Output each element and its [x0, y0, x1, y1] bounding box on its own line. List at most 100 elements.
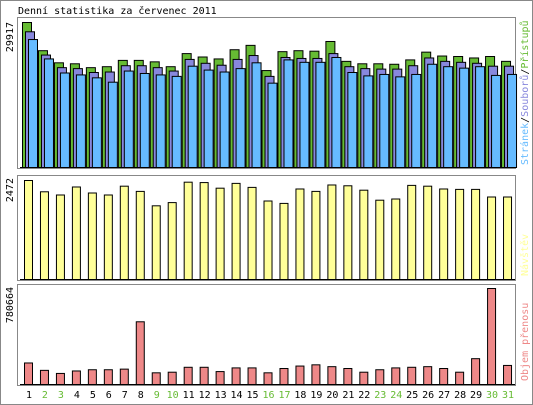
- y-max-label: 780664: [5, 287, 16, 323]
- bar-Stránek-day-10: [171, 75, 182, 168]
- bar-Objem přenosu-day-16: [263, 372, 273, 385]
- x-tick-label: 8: [138, 390, 144, 401]
- panel-frame: [17, 284, 516, 386]
- bar-Objem přenosu-day-13: [215, 371, 225, 386]
- bar-Návštěv-day-17: [279, 202, 289, 280]
- bar-Návštěv-day-3: [55, 194, 65, 280]
- bar-Objem přenosu-day-20: [327, 366, 337, 386]
- bar-Návštěv-day-18: [295, 188, 305, 281]
- bar-Návštěv-day-24: [391, 198, 401, 280]
- bar-Stránek-day-17: [283, 59, 294, 168]
- bar-Objem přenosu-day-21: [343, 368, 353, 386]
- x-tick-label: 28: [454, 390, 466, 401]
- legend: Návštěv: [519, 234, 531, 276]
- legend-separator: /: [520, 117, 531, 123]
- bar-Stránek-day-3: [59, 72, 70, 168]
- x-tick-label: 24: [390, 390, 402, 401]
- bar-Stránek-day-15: [251, 62, 262, 169]
- legend-item: Návštěv: [519, 234, 531, 276]
- bar-Návštěv-day-25: [407, 184, 417, 280]
- bar-Objem přenosu-day-24: [391, 367, 401, 385]
- chart-title: Denní statistika za červenec 2011: [18, 5, 217, 17]
- x-tick-label: 23: [374, 390, 386, 401]
- panel-3: 780664 Objem přenosu: [5, 284, 531, 386]
- x-tick-label: 4: [74, 390, 80, 401]
- bar-Stránek-day-2: [43, 58, 54, 168]
- bar-Stránek-day-7: [123, 70, 134, 168]
- bar-Stránek-day-22: [363, 75, 374, 168]
- legend: Objem přenosu: [519, 303, 531, 381]
- bar-Objem přenosu-day-22: [359, 371, 369, 386]
- bar-Návštěv-day-19: [311, 190, 321, 280]
- bar-Návštěv-day-9: [151, 205, 161, 281]
- legend-text: Objem přenosu: [519, 303, 531, 381]
- bar-Návštěv-day-4: [71, 186, 81, 281]
- bar-Návštěv-day-31: [503, 196, 513, 280]
- y-max-label: 29917: [5, 22, 16, 52]
- x-tick-label: 30: [486, 390, 498, 401]
- bar-Objem přenosu-day-27: [439, 368, 449, 386]
- bar-Návštěv-day-15: [247, 186, 257, 280]
- bar-Návštěv-day-23: [375, 199, 385, 281]
- bar-Stránek-day-5: [91, 77, 102, 168]
- bar-Objem přenosu-day-19: [311, 364, 321, 385]
- bar-Objem přenosu-day-12: [199, 366, 209, 385]
- bar-Návštěv-day-14: [231, 182, 241, 281]
- bar-Stránek-day-8: [139, 72, 150, 168]
- x-tick-label: 21: [342, 390, 354, 401]
- bar-Objem přenosu-day-8: [135, 321, 145, 385]
- bar-Návštěv-day-7: [119, 185, 129, 280]
- x-tick-label: 19: [310, 390, 322, 401]
- legend-item: Objem přenosu: [519, 303, 531, 381]
- bar-Stránek-day-16: [267, 82, 278, 168]
- bar-Objem přenosu-day-25: [407, 366, 417, 385]
- x-tick-label: 9: [154, 390, 160, 401]
- bar-Stránek-day-9: [155, 74, 166, 168]
- bar-Návštěv-day-8: [135, 190, 145, 280]
- bar-Objem přenosu-day-1: [24, 362, 33, 385]
- bar-Objem přenosu-day-10: [167, 371, 177, 386]
- x-tick-label: 27: [438, 390, 450, 401]
- bar-Stránek-day-28: [459, 67, 470, 168]
- bar-Návštěv-day-27: [439, 188, 449, 281]
- x-tick-label: 2: [42, 390, 48, 401]
- bar-Návštěv-day-16: [263, 200, 273, 280]
- bar-Stránek-day-25: [411, 73, 422, 168]
- bar-Objem přenosu-day-15: [247, 367, 257, 385]
- bar-Objem přenosu-day-23: [375, 369, 385, 385]
- bar-Stránek-day-23: [379, 73, 390, 168]
- x-tick-label: 10: [167, 390, 179, 401]
- panel-frame: [17, 175, 516, 281]
- bar-Návštěv-day-22: [359, 189, 369, 280]
- legend-text: Návštěv: [519, 234, 531, 276]
- bar-Návštěv-day-10: [167, 202, 177, 280]
- panel-2: 2472 Návštěv: [5, 175, 531, 281]
- bar-Objem přenosu-day-14: [231, 367, 241, 385]
- x-tick-label: 13: [215, 390, 227, 401]
- bar-Objem přenosu-day-31: [503, 364, 513, 385]
- bar-Návštěv-day-6: [103, 194, 113, 280]
- legend-item: Souborů: [519, 75, 531, 117]
- bar-Stránek-day-11: [187, 65, 198, 168]
- x-tick-label: 29: [470, 390, 482, 401]
- x-tick-label: 1: [26, 390, 32, 401]
- bar-Stránek-day-19: [315, 61, 326, 168]
- bar-Objem přenosu-day-3: [55, 372, 65, 385]
- bar-Stránek-day-20: [331, 56, 342, 168]
- bar-Návštěv-day-21: [343, 185, 353, 280]
- bar-Stránek-day-18: [299, 61, 310, 168]
- bar-Návštěv-day-2: [39, 191, 49, 280]
- bar-Stránek-day-6: [107, 81, 118, 168]
- x-tick-label: 7: [122, 390, 128, 401]
- bar-Návštěv-day-11: [183, 181, 193, 280]
- x-tick-label: 16: [262, 390, 274, 401]
- bar-Objem přenosu-day-11: [183, 366, 193, 385]
- bar-Objem přenosu-day-9: [151, 372, 161, 385]
- bar-Objem přenosu-day-6: [103, 369, 113, 385]
- x-tick-label: 15: [247, 390, 259, 401]
- x-tick-label: 11: [183, 390, 195, 401]
- y-max-label: 2472: [5, 178, 16, 202]
